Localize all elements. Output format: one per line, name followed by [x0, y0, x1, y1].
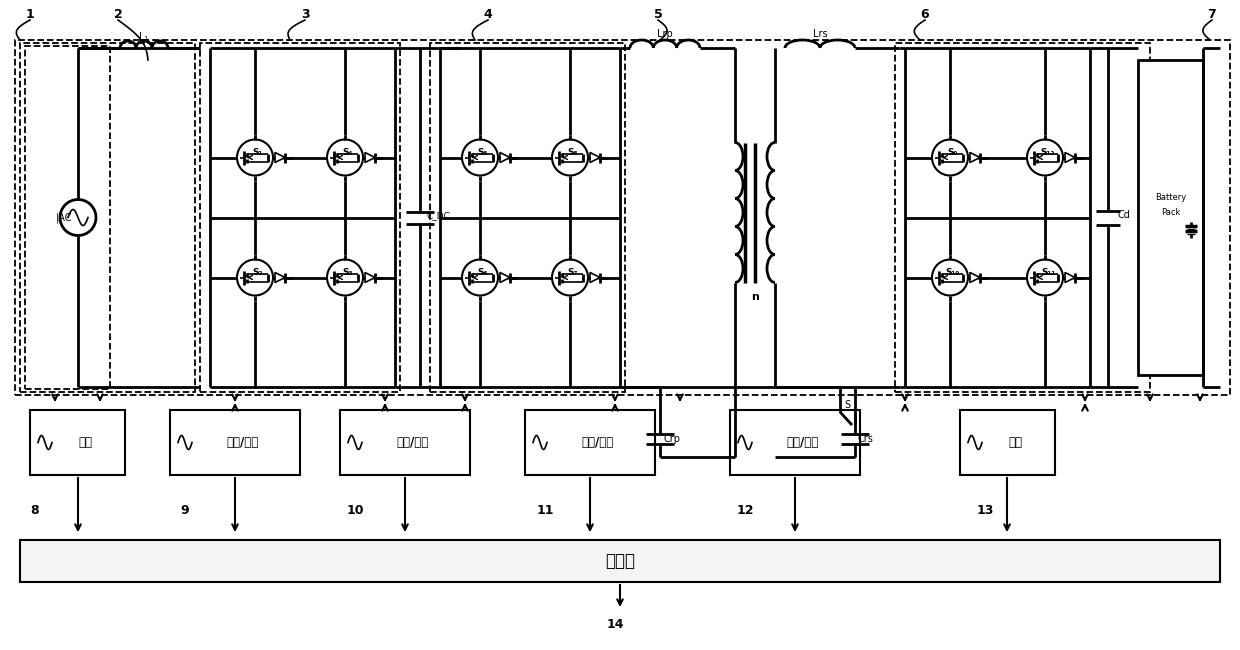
- Bar: [20, 43, 195, 392]
- Polygon shape: [970, 153, 980, 162]
- Text: S₅: S₅: [477, 148, 489, 157]
- Circle shape: [463, 259, 498, 296]
- Polygon shape: [1065, 153, 1075, 162]
- Text: 驱动/采样: 驱动/采样: [582, 436, 614, 449]
- Polygon shape: [365, 272, 374, 283]
- Text: Battery: Battery: [1154, 193, 1187, 202]
- Text: S₂: S₂: [253, 268, 263, 277]
- Bar: [200, 43, 401, 392]
- Text: n: n: [751, 292, 759, 302]
- Bar: [1138, 60, 1203, 375]
- Text: S₆: S₆: [477, 268, 489, 277]
- Text: 10: 10: [346, 504, 363, 517]
- Circle shape: [327, 259, 363, 296]
- Bar: [25, 46, 110, 389]
- Text: 6: 6: [920, 8, 929, 21]
- Text: 驱动/采样: 驱动/采样: [787, 436, 820, 449]
- Text: 8: 8: [31, 504, 40, 517]
- Circle shape: [552, 259, 588, 296]
- Polygon shape: [365, 153, 374, 162]
- Text: 13: 13: [976, 504, 993, 517]
- Text: Pack: Pack: [1161, 208, 1180, 217]
- Text: S₁₂: S₁₂: [1040, 148, 1055, 157]
- Polygon shape: [500, 153, 510, 162]
- Circle shape: [1027, 140, 1063, 176]
- Text: 采样: 采样: [78, 436, 92, 449]
- Bar: [895, 43, 1149, 392]
- Text: 7: 7: [1208, 8, 1216, 21]
- Polygon shape: [275, 272, 285, 283]
- Text: S: S: [844, 400, 851, 410]
- Text: 4: 4: [484, 8, 492, 21]
- Polygon shape: [970, 272, 980, 283]
- Bar: [20, 540, 1220, 582]
- Circle shape: [932, 259, 968, 296]
- Circle shape: [327, 140, 363, 176]
- Text: S₉: S₉: [947, 148, 959, 157]
- Circle shape: [60, 200, 95, 235]
- Bar: [960, 410, 1055, 475]
- Polygon shape: [1065, 272, 1075, 283]
- Bar: [430, 43, 625, 392]
- Bar: [730, 410, 861, 475]
- Text: 12: 12: [737, 504, 754, 517]
- Circle shape: [932, 140, 968, 176]
- Text: Cd: Cd: [1117, 211, 1131, 220]
- Text: 11: 11: [536, 504, 554, 517]
- Polygon shape: [590, 272, 600, 283]
- Text: 驱动/采样: 驱动/采样: [227, 436, 259, 449]
- Text: Crs: Crs: [858, 434, 874, 444]
- Text: S₄: S₄: [342, 148, 353, 157]
- Bar: [30, 410, 125, 475]
- Text: 5: 5: [653, 8, 662, 21]
- Circle shape: [552, 140, 588, 176]
- Text: Lrp: Lrp: [657, 29, 673, 39]
- Text: Crp: Crp: [663, 434, 680, 444]
- Text: C_DC: C_DC: [427, 211, 450, 220]
- Text: 3: 3: [300, 8, 309, 21]
- Text: 控制器: 控制器: [605, 552, 635, 570]
- Polygon shape: [500, 272, 510, 283]
- Polygon shape: [590, 153, 600, 162]
- Text: 采样: 采样: [1008, 436, 1022, 449]
- Bar: [15, 40, 1230, 395]
- Bar: [170, 410, 300, 475]
- Bar: [525, 410, 655, 475]
- Text: L₁: L₁: [139, 32, 149, 42]
- Bar: [340, 410, 470, 475]
- Text: S₃: S₃: [342, 268, 353, 277]
- Text: S₁₁: S₁₁: [1040, 268, 1055, 277]
- Text: 1: 1: [26, 8, 35, 21]
- Text: S₁₀: S₁₀: [946, 268, 960, 277]
- Circle shape: [237, 259, 273, 296]
- Text: S₇: S₇: [568, 268, 578, 277]
- Circle shape: [237, 140, 273, 176]
- Text: 9: 9: [181, 504, 190, 517]
- Text: S₈: S₈: [568, 148, 578, 157]
- Text: 2: 2: [114, 8, 123, 21]
- Text: S₁: S₁: [253, 148, 263, 157]
- Polygon shape: [275, 153, 285, 162]
- Circle shape: [1027, 259, 1063, 296]
- Text: 14: 14: [606, 619, 624, 632]
- Text: Lrs: Lrs: [812, 29, 827, 39]
- Text: 驱动/采样: 驱动/采样: [397, 436, 429, 449]
- Circle shape: [463, 140, 498, 176]
- Text: |AC: |AC: [56, 213, 72, 223]
